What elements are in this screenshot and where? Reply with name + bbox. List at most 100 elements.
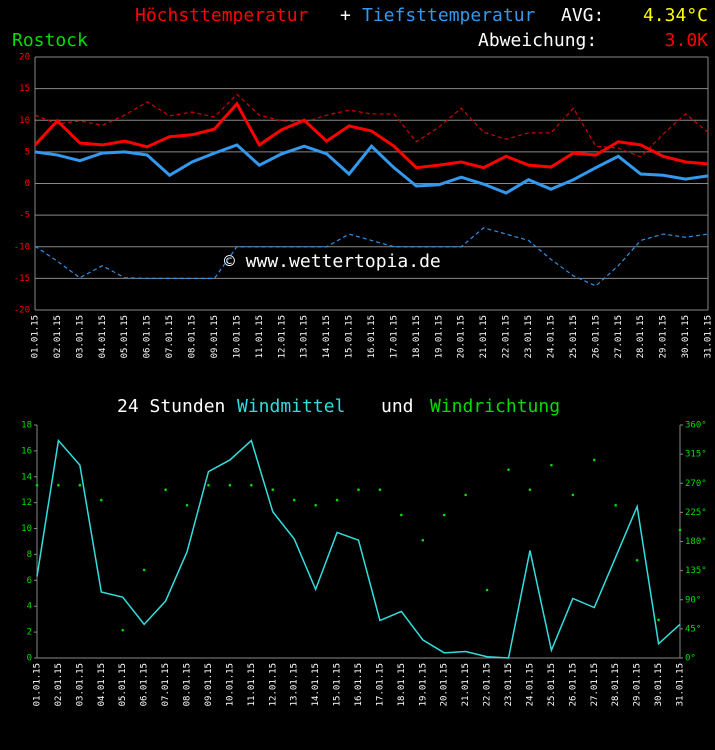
chart-title: 24 Stunden: [117, 396, 225, 417]
x-tick-label: 28.01.15: [636, 315, 646, 358]
x-tick-label: 10.01.15: [225, 663, 235, 706]
direction-dot: [292, 498, 296, 502]
legend-entry: Windrichtung: [430, 396, 560, 417]
direction-dot: [657, 618, 660, 622]
x-tick-label: 09.01.15: [204, 663, 214, 706]
y2-tick-label: 360°: [685, 421, 707, 431]
direction-dot: [400, 513, 403, 517]
y-tick-label: -15: [14, 274, 30, 284]
x-tick-label: 24.01.15: [546, 315, 556, 358]
direction-dot: [100, 498, 103, 502]
series-line: [34, 143, 709, 195]
x-tick-label: 05.01.15: [120, 315, 130, 358]
header-text: AVG:: [561, 5, 604, 26]
x-tick-label: 22.01.15: [483, 663, 493, 706]
y2-tick-label: 270°: [685, 479, 707, 489]
x-tick-label: 20.01.15: [440, 663, 450, 706]
direction-dot: [614, 503, 617, 507]
x-tick-label: 21.01.15: [479, 315, 489, 358]
direction-dot: [550, 463, 553, 467]
y2-tick-label: 315°: [685, 450, 707, 460]
x-tick-label: 05.01.15: [118, 663, 128, 706]
direction-dot: [464, 493, 467, 497]
direction-dot: [164, 488, 167, 492]
direction-dot: [78, 483, 82, 487]
x-tick-label: 09.01.15: [210, 315, 220, 358]
legend-entry: Tiefsttemperatur: [362, 5, 536, 26]
y-tick-label: 4: [27, 602, 32, 612]
x-tick-label: 10.01.15: [232, 315, 242, 358]
direction-dot: [271, 488, 275, 492]
x-tick-label: 15.01.15: [345, 315, 355, 358]
y-tick-label: 12: [21, 498, 32, 508]
x-tick-label: 29.01.15: [633, 663, 643, 706]
direction-dot: [35, 483, 39, 487]
legend-entry: Höchsttemperatur: [135, 5, 309, 26]
y-tick-label: 2: [27, 628, 32, 638]
x-tick-label: 02.01.15: [54, 663, 64, 706]
y2-tick-label: 0°: [685, 654, 696, 664]
series-line: [33, 101, 709, 170]
direction-dot: [314, 503, 317, 507]
y2-tick-label: 90°: [685, 595, 701, 605]
y-tick-label: 10: [19, 116, 30, 126]
direction-dot: [528, 488, 532, 492]
y2-tick-label: 180°: [685, 537, 707, 547]
x-tick-label: 03.01.15: [75, 315, 85, 358]
direction-dot: [142, 568, 146, 572]
y-tick-label: 14: [21, 472, 32, 482]
direction-dot: [571, 493, 575, 497]
x-tick-label: 27.01.15: [590, 663, 600, 706]
x-tick-label: 31.01.15: [676, 663, 686, 706]
direction-dot: [635, 558, 639, 562]
x-tick-label: 26.01.15: [591, 315, 601, 358]
x-tick-label: 20.01.15: [457, 315, 467, 358]
x-tick-label: 11.01.15: [247, 663, 257, 706]
x-tick-label: 04.01.15: [97, 663, 107, 706]
series-line: [34, 227, 709, 287]
x-tick-label: 06.01.15: [140, 663, 150, 706]
x-tick-label: 12.01.15: [268, 663, 278, 706]
x-tick-label: 13.01.15: [290, 663, 300, 706]
series-line: [34, 93, 709, 158]
direction-dot: [335, 498, 339, 502]
direction-dot: [228, 483, 232, 487]
x-tick-label: 18.01.15: [412, 315, 422, 358]
header-text: +: [340, 5, 351, 26]
direction-dot: [592, 458, 596, 462]
x-tick-label: 06.01.15: [143, 315, 153, 358]
y-tick-label: 5: [25, 147, 30, 157]
direction-dot: [485, 588, 489, 592]
y-tick-label: 10: [21, 524, 32, 534]
x-tick-label: 17.01.15: [389, 315, 399, 358]
direction-dot: [421, 538, 425, 542]
x-tick-label: 11.01.15: [255, 315, 265, 358]
direction-dot: [185, 503, 189, 507]
x-tick-label: 07.01.15: [165, 315, 175, 358]
y2-tick-label: 225°: [685, 508, 707, 518]
x-tick-label: 31.01.15: [704, 315, 714, 358]
x-tick-label: 08.01.15: [188, 315, 198, 358]
x-tick-label: 12.01.15: [277, 315, 287, 358]
y-tick-label: 8: [27, 550, 32, 560]
direction-dot: [442, 513, 446, 517]
y-tick-label: 16: [21, 446, 32, 456]
y-tick-label: 18: [21, 421, 32, 431]
x-tick-label: 25.01.15: [569, 315, 579, 358]
x-tick-label: 03.01.15: [75, 663, 85, 706]
direction-dot: [207, 483, 210, 487]
direction-dot: [57, 483, 60, 487]
x-tick-label: 29.01.15: [659, 315, 669, 358]
x-tick-label: 30.01.15: [654, 663, 664, 706]
x-tick-label: 23.01.15: [504, 663, 514, 706]
x-tick-label: 07.01.15: [161, 663, 171, 706]
y-tick-label: -10: [14, 242, 30, 252]
y-tick-label: 0: [25, 179, 30, 189]
legend-entry: Windmittel: [237, 396, 345, 417]
x-tick-label: 19.01.15: [418, 663, 428, 706]
chart-title: und: [381, 396, 414, 417]
y2-tick-label: 135°: [685, 566, 707, 576]
x-tick-label: 27.01.15: [614, 315, 624, 358]
direction-dot: [378, 488, 382, 492]
